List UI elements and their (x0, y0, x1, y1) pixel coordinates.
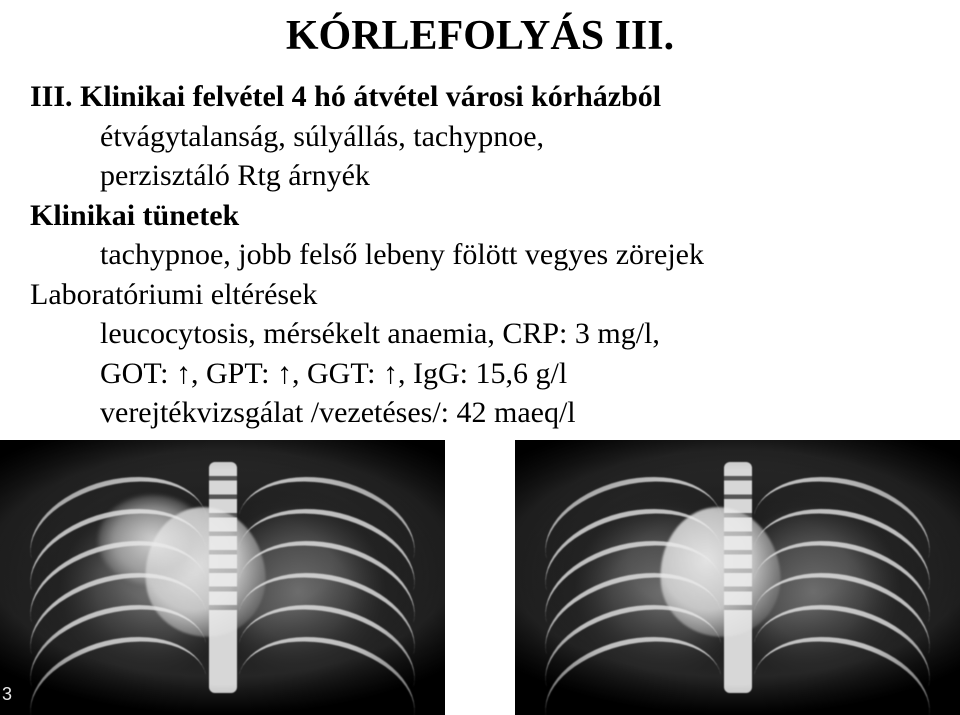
xray-vignette (515, 440, 960, 715)
xray-image-right (515, 440, 960, 715)
xray-edge-marker: 3 (0, 684, 12, 705)
xray-vignette (0, 440, 445, 715)
section3-heading: Laboratóriumi eltérések (30, 276, 930, 314)
section1-heading: III. Klinikai felvétel 4 hó átvétel váro… (30, 78, 930, 116)
section3-line2: GOT: ↑, GPT: ↑, GGT: ↑, IgG: 15,6 g/l (100, 355, 930, 393)
section2-heading: Klinikai tünetek (30, 197, 930, 235)
xray-image-left: 3 (0, 440, 445, 715)
section2-line1: tachypnoe, jobb felső lebeny fölött vegy… (100, 236, 930, 274)
section1-line2: perzisztáló Rtg árnyék (100, 157, 930, 195)
slide-title: KÓRLEFOLYÁS III. (30, 12, 930, 60)
section3-line1: leucocytosis, mérsékelt anaemia, CRP: 3 … (100, 315, 930, 353)
xray-row: 3 (0, 440, 960, 715)
section1-line1: étvágytalanság, súlyállás, tachypnoe, (100, 118, 930, 156)
slide: KÓRLEFOLYÁS III. III. Klinikai felvétel … (0, 0, 960, 715)
section3-line3: verejtékvizsgálat /vezetéses/: 42 maeq/l (100, 394, 930, 432)
